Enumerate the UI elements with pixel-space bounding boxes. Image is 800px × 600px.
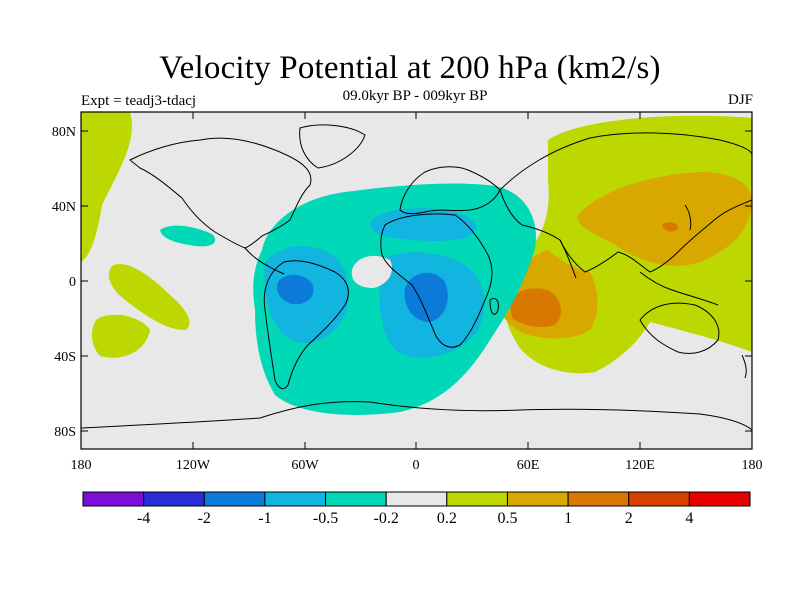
colorbar-label: -4 [137,510,150,527]
season-label: DJF [727,92,753,108]
coastline-greenland [299,124,366,169]
colorbar-label: 2 [625,510,633,527]
anomaly-neg-weak-pacific-east [160,225,216,247]
y-tick-label: 80S [54,425,76,440]
x-tick-label: 120W [176,458,211,473]
x-tick-label: 60W [291,458,319,473]
colorbar-label: -0.2 [374,510,399,527]
anomaly-neg-strong-congo [404,272,448,322]
colorbar-swatch [264,491,327,507]
colorbar-label: -2 [198,510,211,527]
colorbar: -4 -2 -1 -0.5 -0.2 0.2 0.5 1 2 4 [82,491,751,527]
colorbar-label: 0.2 [437,510,457,527]
colorbar-label: -1 [258,510,271,527]
colorbar-label: 4 [685,510,693,527]
anomaly-neg-mid-north-africa [370,208,477,242]
anomaly-pos-mid-east-asia [577,172,752,266]
x-tick-label: 120E [625,458,655,473]
anomaly-pos-weak-pacific-north [81,112,132,262]
negative-anomaly-strong [277,272,448,322]
coastline-japan [684,204,692,231]
colorbar-swatch [203,491,266,507]
coastline-africa [380,213,493,348]
y-tick-label: 40S [54,350,76,365]
coastline-india [559,239,577,279]
x-tick-label: 180 [742,458,763,473]
coastline-north-america [129,137,312,249]
colorbar-swatch [506,491,569,507]
map-panel [81,112,752,449]
coastlines [81,124,752,431]
colorbar-swatch [688,491,751,507]
coastline-australia [639,302,720,354]
x-tick-label: 60E [517,458,540,473]
y-tick-label: 80N [52,125,76,140]
x-tick-label: 0 [413,458,420,473]
colorbar-label: 1 [564,510,572,527]
y-tick-label: 0 [69,275,76,290]
anomaly-pos-strong-japan [662,222,678,232]
colorbar-swatch [82,491,145,507]
y-tick-label: 40N [52,200,76,215]
coastline-southeast-asia [639,271,719,306]
anomaly-pos-weak-pacific-south [91,314,150,358]
colorbar-label: -0.5 [313,510,338,527]
colorbar-swatch [385,491,448,507]
experiment-label: Expt = teadj3-tdacj [81,93,197,109]
coastline-south-america [263,260,349,390]
anomaly-neg-strong-amazon [277,274,314,305]
positive-anomaly-strong [510,222,678,328]
chart-title: Velocity Potential at 200 hPa (km2/s) [159,50,661,86]
anomaly-pos-weak-pacific-mid [108,263,190,330]
colorbar-swatch [325,491,387,507]
coastline-madagascar [489,297,499,315]
x-ticks [80,112,753,449]
colorbar-label: 0.5 [497,510,517,527]
coastline-antarctica [81,401,752,431]
chart-subtitle: 09.0kyr BP - 009kyr BP [342,88,488,104]
coastline-new-zealand [741,354,747,379]
colorbar-swatch [143,491,205,507]
colorbar-swatch [567,491,630,507]
coastline-asia [499,132,752,273]
x-tick-label: 180 [71,458,92,473]
anomaly-pos-strong-indian-ocean [510,288,561,328]
coastline-central-america [244,247,285,275]
colorbar-swatch [446,491,508,507]
colorbar-swatch [628,491,690,507]
anomaly-hole-equatorial-atlantic [351,255,393,288]
y-ticks [81,130,752,432]
